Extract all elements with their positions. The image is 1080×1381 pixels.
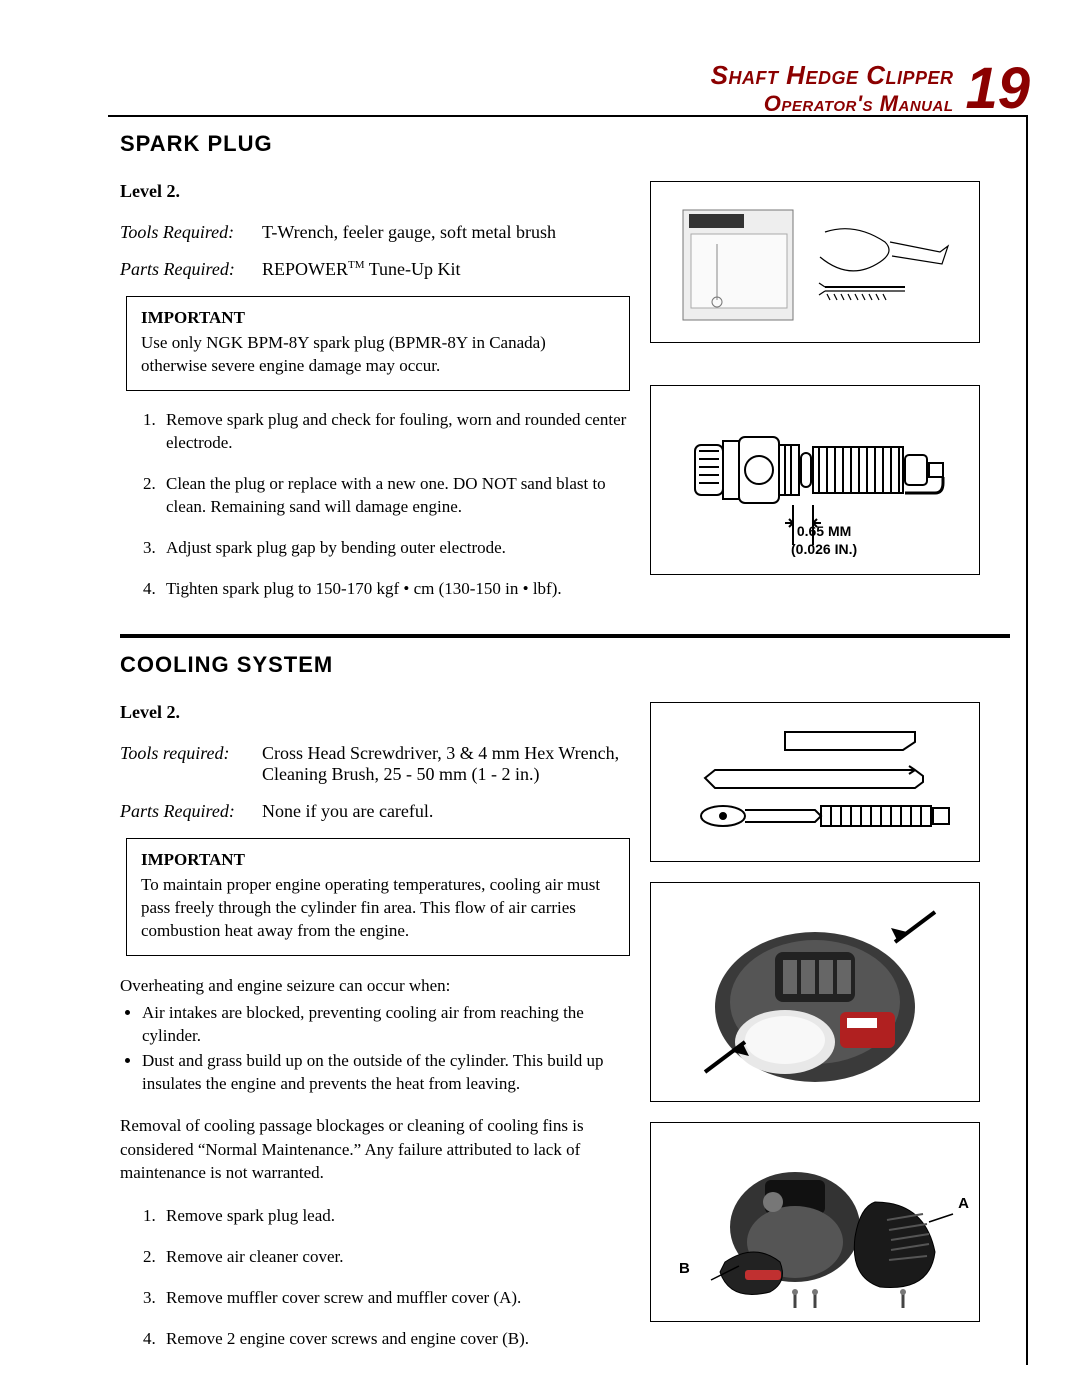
- header-product-title: Shaft Hedge Clipper: [711, 60, 954, 91]
- spark-plug-important-box: IMPORTANT Use only NGK BPM-8Y spark plug…: [126, 296, 630, 391]
- spark-plug-steps: Remove spark plug and check for fouling,…: [120, 409, 630, 601]
- tools-required-label: Tools Required:: [120, 222, 250, 243]
- label-a: A: [958, 1195, 969, 1212]
- overheat-intro: Overheating and engine seizure can occur…: [120, 974, 630, 998]
- list-item: Air intakes are blocked, preventing cool…: [142, 1002, 630, 1048]
- list-item: Dust and grass build up on the outside o…: [142, 1050, 630, 1096]
- spark-plug-heading: SPARK PLUG: [120, 131, 1010, 157]
- spark-plug-level: Level 2.: [120, 181, 630, 202]
- page-number: 19: [965, 60, 1030, 118]
- cooling-parts-label: Parts Required:: [120, 801, 250, 822]
- important-text: Use only NGK BPM-8Y spark plug (BPMR-8Y …: [141, 332, 615, 378]
- step: Adjust spark plug gap by bending outer e…: [160, 537, 630, 560]
- engine-covers-figure: A B: [650, 1122, 980, 1322]
- cooling-steps: Remove spark plug lead. Remove air clean…: [120, 1205, 630, 1351]
- cooling-tools-value: Cross Head Screwdriver, 3 & 4 mm Hex Wre…: [262, 743, 630, 785]
- gap-label: 0.65 MM (0.026 IN.): [791, 522, 857, 558]
- cooling-heading: COOLING SYSTEM: [120, 652, 1010, 678]
- step: Remove air cleaner cover.: [160, 1246, 630, 1269]
- step: Tighten spark plug to 150-170 kgf • cm (…: [160, 578, 630, 601]
- cooling-tools-label: Tools required:: [120, 743, 250, 785]
- cooling-important-box: IMPORTANT To maintain proper engine oper…: [126, 838, 630, 956]
- section-divider: [120, 634, 1010, 638]
- cooling-important-text: To maintain proper engine operating temp…: [141, 874, 615, 943]
- tools-figure: [650, 702, 980, 862]
- tools-required-value: T-Wrench, feeler gauge, soft metal brush: [262, 222, 556, 243]
- header-subtitle: Operator's Manual: [764, 91, 954, 117]
- cooling-level: Level 2.: [120, 702, 630, 723]
- important-label: IMPORTANT: [141, 307, 615, 330]
- label-b: B: [679, 1260, 690, 1277]
- step: Remove spark plug lead.: [160, 1205, 630, 1228]
- overheat-list: Air intakes are blocked, preventing cool…: [120, 1002, 630, 1096]
- step: Remove 2 engine cover screws and engine …: [160, 1328, 630, 1351]
- cooling-parts-value: None if you are careful.: [262, 801, 433, 822]
- spark-plug-gap-figure: 0.65 MM (0.026 IN.): [650, 385, 980, 575]
- parts-required-value: REPOWERTM Tune-Up Kit: [262, 259, 461, 280]
- cooling-important-label: IMPORTANT: [141, 849, 615, 872]
- step: Remove spark plug and check for fouling,…: [160, 409, 630, 455]
- step: Remove muffler cover screw and muffler c…: [160, 1287, 630, 1310]
- parts-required-label: Parts Required:: [120, 259, 250, 280]
- maintenance-note: Removal of cooling passage blockages or …: [120, 1114, 630, 1185]
- tuneup-kit-figure: [650, 181, 980, 343]
- step: Clean the plug or replace with a new one…: [160, 473, 630, 519]
- engine-assembly-figure: [650, 882, 980, 1102]
